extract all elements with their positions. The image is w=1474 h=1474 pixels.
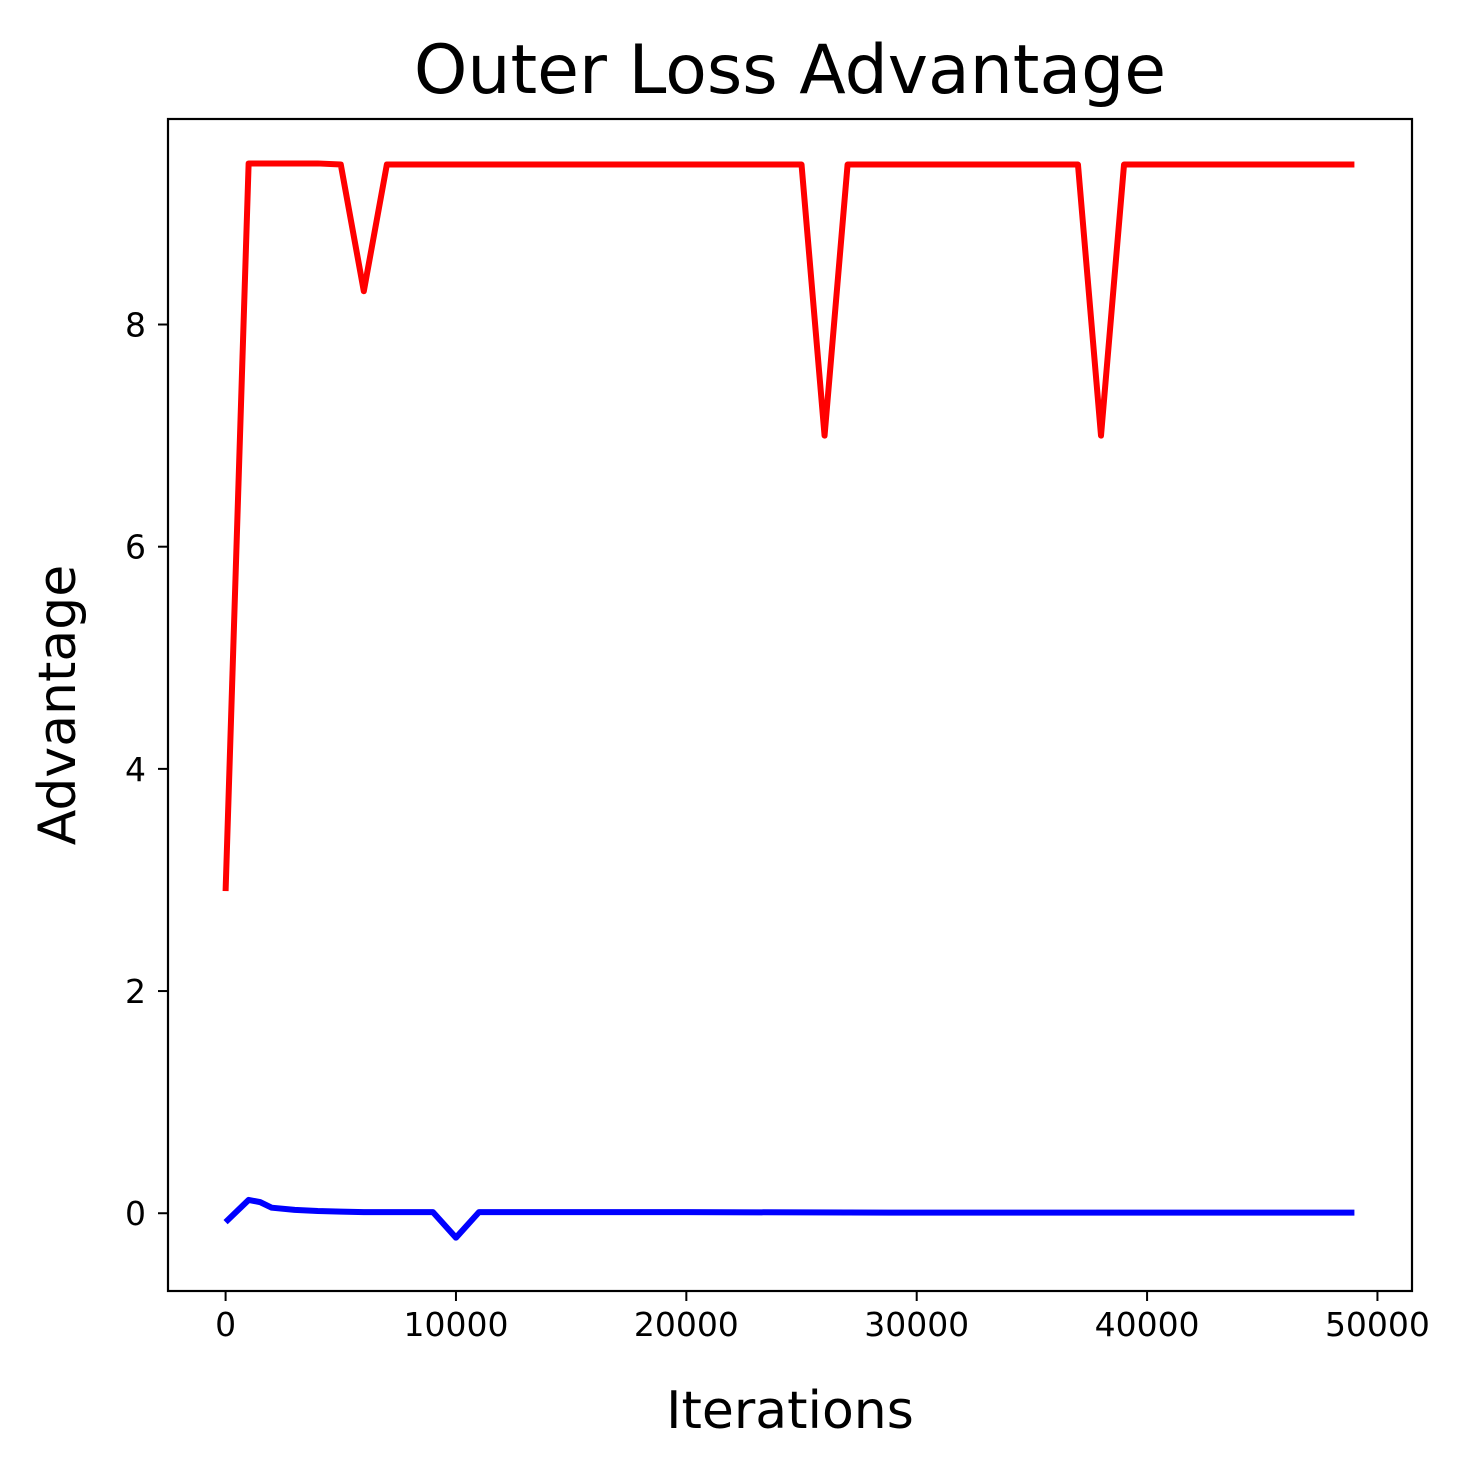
series-line-0 [222, 160, 1355, 892]
x-tick-label: 20000 [634, 1305, 739, 1344]
plot-frame [166, 117, 1414, 1293]
x-tick-label: 50000 [1325, 1305, 1430, 1344]
y-axis-label: Advantage [28, 565, 88, 846]
y-tick-label: 0 [125, 1194, 146, 1233]
x-tick-label: 30000 [864, 1305, 969, 1344]
y-tick-label: 6 [125, 528, 146, 567]
y-axis-ticks: 0 2 4 6 8 [125, 306, 168, 1233]
x-tick-label: 0 [215, 1305, 236, 1344]
series-layer [222, 160, 1355, 1241]
y-tick-label: 2 [125, 972, 146, 1011]
x-axis-ticks: 0 10000 20000 30000 40000 50000 [215, 1291, 1430, 1344]
x-axis-label: Iterations [666, 1381, 914, 1441]
chart-title: Outer Loss Advantage [414, 31, 1166, 110]
x-tick-label: 10000 [403, 1305, 508, 1344]
series-line-1 [223, 1196, 1355, 1241]
x-tick-label: 40000 [1095, 1305, 1200, 1344]
y-tick-label: 8 [125, 306, 146, 345]
y-tick-label: 4 [125, 750, 146, 789]
